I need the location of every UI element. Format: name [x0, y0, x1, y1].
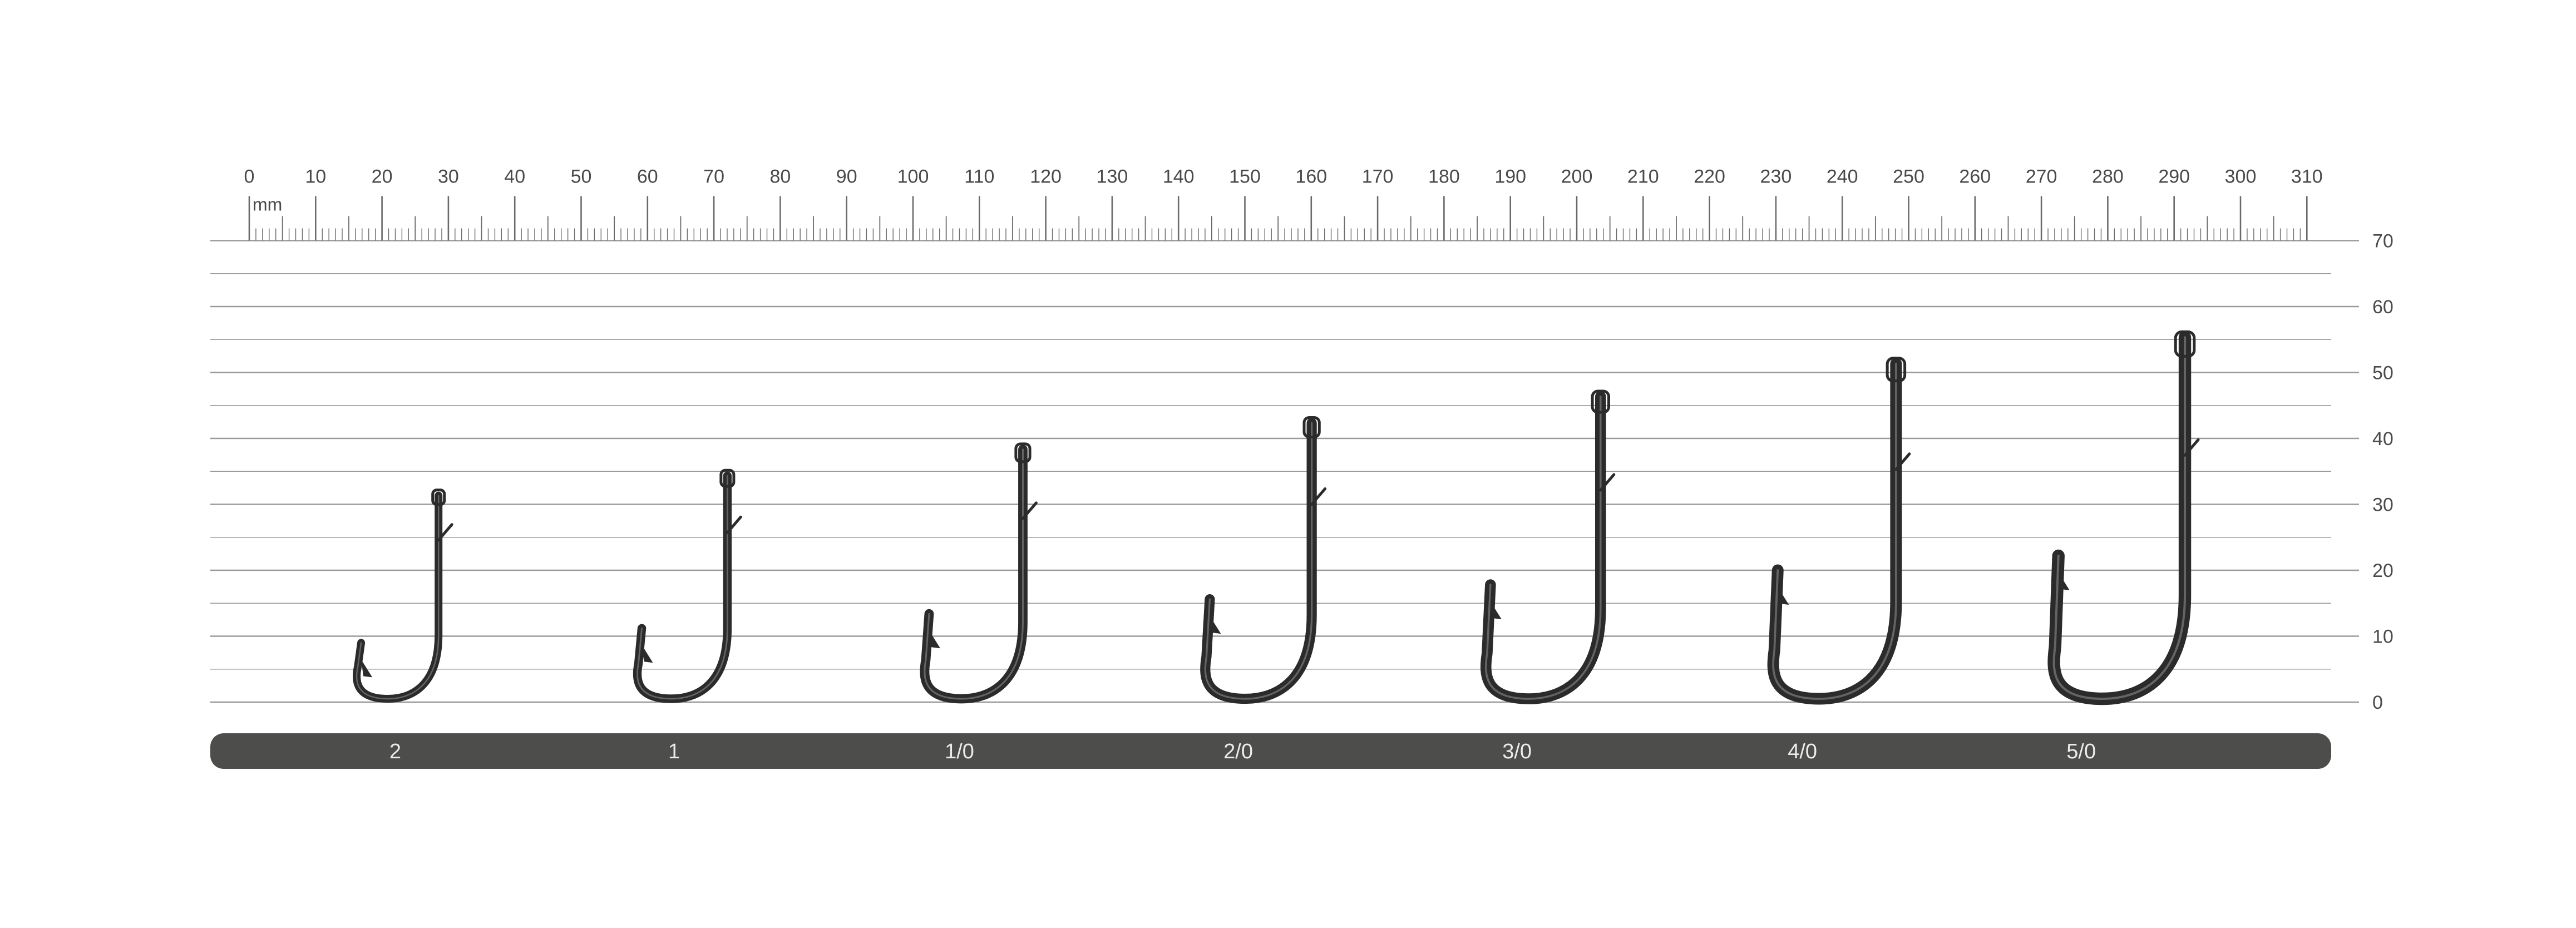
- ruler-label: 260: [1959, 166, 1991, 187]
- hook-barb: [1490, 601, 1502, 620]
- ruler-label: 190: [1494, 166, 1526, 187]
- ruler-label: 150: [1229, 166, 1261, 187]
- ruler-label: 300: [2225, 166, 2257, 187]
- hook-barb: [1210, 616, 1221, 634]
- hook-6: [1767, 357, 1911, 705]
- ruler-label: 30: [438, 166, 459, 187]
- ruler-label: 180: [1428, 166, 1460, 187]
- ruler-label: 140: [1163, 166, 1195, 187]
- size-label: 2: [389, 740, 401, 763]
- vertical-scale-labels: 0 10 20 30 40 50 60 70: [2372, 231, 2394, 714]
- ruler-label: 0: [244, 166, 255, 187]
- ruler-label: 110: [964, 166, 994, 187]
- ruler-label: 210: [1627, 166, 1659, 187]
- size-label: 1/0: [945, 740, 974, 763]
- hook-highlight: [1204, 422, 1313, 700]
- hook-2: [633, 468, 742, 703]
- ruler-label: 20: [372, 166, 393, 187]
- shank-barb: [1894, 452, 1911, 471]
- ruler-label: 200: [1561, 166, 1593, 187]
- vertical-scale-label: 10: [2372, 626, 2394, 648]
- hook-barb: [929, 630, 940, 649]
- ruler-label: 10: [305, 166, 326, 187]
- hook-highlight: [1772, 362, 1897, 700]
- hook-barb: [641, 645, 653, 663]
- size-labels: 2 1 1/0 2/0 3/0 4/0 5/0: [389, 740, 2096, 763]
- ruler-label: 130: [1097, 166, 1128, 187]
- mm-ruler: 0 10 20 30 40 50 60 70 80 90 100 110 120 130 140 150 160…: [244, 166, 2323, 241]
- shank-barb: [726, 515, 742, 534]
- hook-highlight: [636, 475, 728, 700]
- hook-4: [1200, 416, 1327, 704]
- hook-highlight: [924, 448, 1024, 700]
- ruler-label: 120: [1030, 166, 1062, 187]
- ruler-label: 50: [571, 166, 592, 187]
- ruler-label: 240: [1827, 166, 1858, 187]
- shank-barb: [1310, 487, 1327, 506]
- ruler-label: 60: [637, 166, 658, 187]
- hook-highlight: [356, 495, 440, 700]
- hook-highlight: [2052, 336, 2187, 700]
- shank-barb: [1599, 473, 1616, 492]
- ruler-label: 170: [1362, 166, 1394, 187]
- shank-barb: [1021, 501, 1038, 520]
- ruler-label: 290: [2158, 166, 2190, 187]
- ruler-label: 90: [836, 166, 857, 187]
- ruler-unit-label: mm: [253, 195, 282, 215]
- ruler-label: 40: [504, 166, 525, 187]
- vertical-scale-label: 20: [2372, 560, 2394, 581]
- shank-barb: [437, 523, 453, 542]
- hook-eye: [431, 488, 446, 506]
- size-label: 5/0: [2066, 740, 2096, 763]
- hook-barb: [2058, 572, 2070, 590]
- hook-highlight: [1485, 396, 1602, 700]
- vertical-scale-label: 40: [2372, 428, 2394, 450]
- size-label: 4/0: [1788, 740, 1817, 763]
- ruler-label: 270: [2026, 166, 2057, 187]
- hook-5: [1480, 389, 1616, 704]
- hook-7: [2047, 330, 2200, 705]
- ruler-label: 80: [769, 166, 791, 187]
- hook-eye: [1591, 389, 1610, 414]
- hook-eye: [1302, 416, 1321, 438]
- ruler-label: 310: [2291, 166, 2323, 187]
- ruler-label: 250: [1893, 166, 1924, 187]
- ruler-label: 160: [1295, 166, 1327, 187]
- ruler-label: 100: [897, 166, 929, 187]
- size-label: 3/0: [1502, 740, 1532, 763]
- ruler-label: 220: [1694, 166, 1725, 187]
- shank-barb: [2183, 438, 2200, 457]
- hook-3: [920, 442, 1038, 704]
- ruler-label: 280: [2092, 166, 2124, 187]
- hooks: [353, 330, 2200, 705]
- vertical-scale-label: 50: [2372, 363, 2394, 384]
- size-label: 1: [668, 740, 680, 763]
- hook-eye: [1014, 442, 1032, 463]
- vertical-scale-label: 70: [2372, 231, 2394, 252]
- hook-eye: [1886, 357, 1907, 383]
- hook-barb: [361, 659, 373, 678]
- hook-eye: [719, 468, 736, 488]
- hook-1: [353, 488, 453, 703]
- vertical-scale-label: 60: [2372, 297, 2394, 318]
- size-label: 2/0: [1223, 740, 1253, 763]
- vertical-scale-label: 30: [2372, 495, 2394, 516]
- vertical-scale-label: 0: [2372, 692, 2383, 713]
- hook-barb: [1778, 587, 1789, 605]
- ruler-label: 230: [1760, 166, 1792, 187]
- size-bar: [210, 733, 2331, 769]
- hook-eye: [2174, 330, 2196, 358]
- ruler-label: 70: [703, 166, 724, 187]
